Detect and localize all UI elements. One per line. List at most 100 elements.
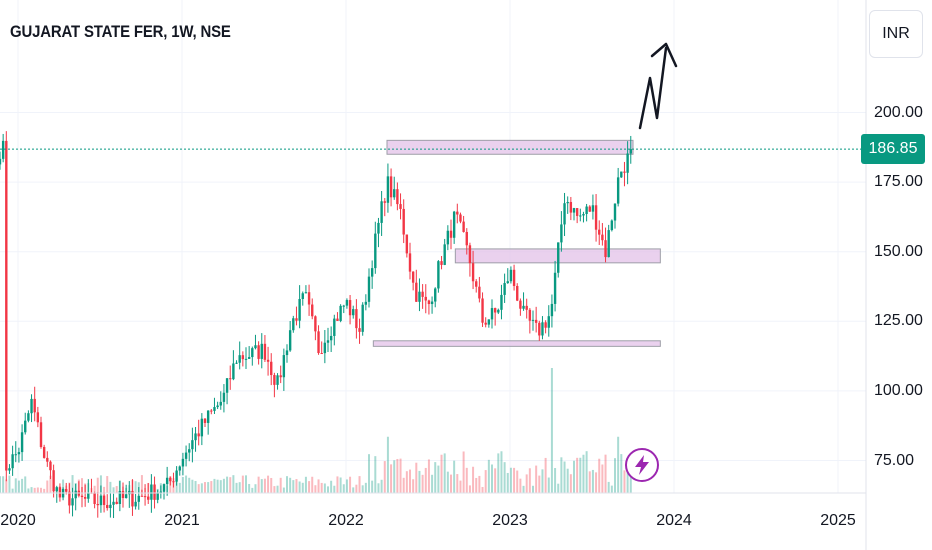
candle-body [629, 149, 632, 154]
volume-bar [96, 477, 99, 493]
time-tick-label: 2025 [820, 512, 856, 529]
candle-body [150, 484, 153, 500]
volume-bar [614, 458, 616, 493]
candle-body [298, 298, 301, 321]
volume-bar [418, 470, 421, 493]
volume-bar [601, 464, 604, 493]
candle-body [575, 208, 579, 216]
candle-body [270, 361, 273, 376]
volume-bar [21, 478, 24, 493]
candle-body [247, 357, 251, 359]
candle-body [52, 470, 55, 492]
volume-bar [554, 468, 557, 493]
price-tick-label: 200.00 [874, 103, 923, 121]
volume-bar [402, 477, 405, 493]
candle-body [352, 309, 355, 316]
candle-body [14, 454, 17, 456]
candle-body [169, 477, 172, 482]
candle-body [143, 496, 147, 498]
candle-body [200, 418, 204, 437]
price-tick-label: 100.00 [874, 381, 923, 399]
candle-body [591, 205, 595, 212]
candle-body [181, 458, 185, 467]
volume-bar [427, 459, 430, 493]
volume-bar [197, 484, 200, 493]
candle-body [42, 446, 46, 458]
volume-bar [541, 469, 544, 493]
candle-body [137, 495, 140, 502]
candle-body [229, 378, 232, 380]
volume-bar [112, 487, 115, 493]
candle-body [345, 300, 349, 306]
candle-body [389, 176, 393, 198]
volume-bar [342, 484, 345, 493]
candle-body [71, 498, 74, 506]
candle-body [437, 261, 440, 289]
volume-bar [333, 485, 336, 493]
candle-body [96, 504, 99, 506]
volume-bar [484, 470, 487, 493]
candle-body [358, 328, 361, 332]
candle-body [134, 501, 137, 507]
volume-bar [106, 476, 109, 493]
currency-button[interactable]: INR [869, 10, 923, 58]
lightning-bolt-badge[interactable] [625, 448, 659, 482]
volume-bar [446, 471, 449, 493]
candle-body [355, 309, 358, 329]
volume-bar [245, 475, 247, 493]
candle-body [184, 452, 188, 459]
candle-body [39, 422, 43, 447]
volume-bar [368, 454, 370, 493]
volume-bar [8, 475, 11, 493]
candle-body [68, 491, 71, 506]
volume-bar [506, 472, 509, 493]
volume-bar [500, 451, 503, 493]
volume-bar [550, 368, 553, 493]
volume-bar [30, 487, 33, 493]
volume-bar [393, 460, 396, 493]
candle-body [203, 418, 207, 423]
candle-body [124, 494, 128, 499]
volume-bar [487, 459, 490, 493]
candle-body [156, 492, 159, 500]
volume-bar [468, 485, 471, 493]
candle-body [620, 171, 623, 178]
candle-body [93, 493, 96, 505]
candle-body [465, 231, 468, 246]
candle-body [386, 176, 390, 203]
candle-body [210, 410, 213, 412]
candle-body [87, 492, 90, 499]
volume-bar [610, 485, 613, 493]
candle-body [65, 489, 68, 492]
volume-bar [453, 460, 456, 493]
volume-bar [503, 462, 506, 493]
volume-bar [0, 476, 1, 493]
volume-bar [528, 468, 531, 493]
volume-bar [573, 460, 575, 493]
candle-body [623, 171, 626, 173]
volume-bar [431, 474, 434, 493]
candle-body [206, 410, 210, 423]
candle-body [516, 285, 519, 301]
volume-bar [40, 487, 42, 493]
volume-bar [109, 481, 112, 493]
volume-bar [103, 486, 106, 493]
candle-body [292, 318, 295, 331]
candle-body [30, 398, 33, 414]
volume-bar [560, 457, 563, 493]
candle-body [411, 271, 415, 283]
volume-bar [232, 475, 235, 493]
chart-grid [0, 0, 866, 493]
candle-body [493, 308, 497, 313]
candle-body [380, 201, 383, 223]
candle-body [317, 331, 320, 354]
volume-bar [317, 479, 320, 493]
candle-body [0, 158, 2, 165]
volume-bar [516, 470, 519, 493]
lightning-bolt-icon [635, 455, 649, 475]
volume-bar [339, 477, 342, 493]
volume-bar [491, 464, 493, 493]
volume-bar [475, 477, 478, 493]
time-tick-label: 2021 [164, 512, 200, 529]
